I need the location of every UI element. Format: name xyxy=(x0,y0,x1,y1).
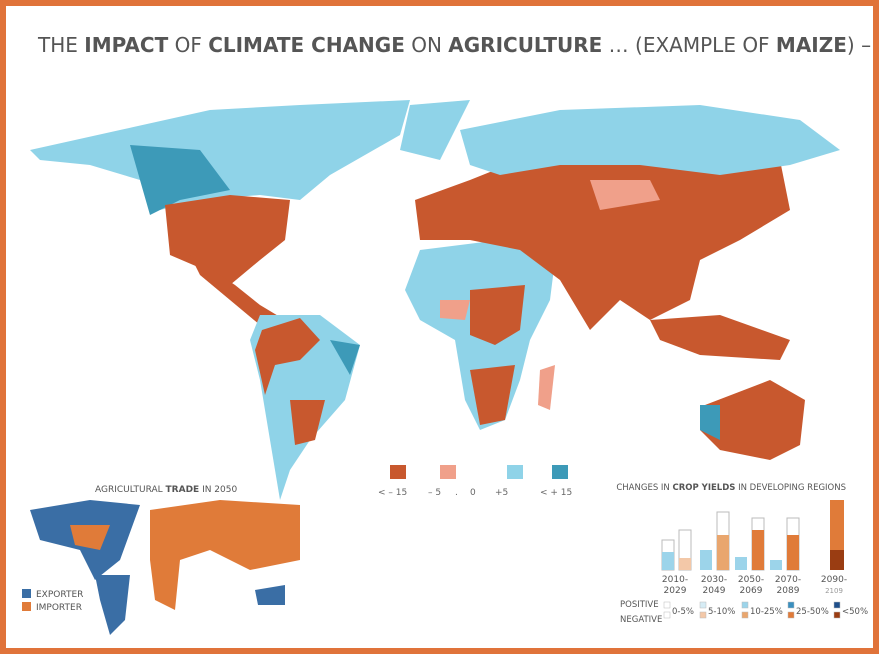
title-part: ) – 2050 xyxy=(847,33,879,57)
class-swatch xyxy=(833,601,841,609)
inset-south-america xyxy=(95,575,130,635)
africa-central xyxy=(470,285,525,345)
class-swatch xyxy=(741,601,749,609)
class-label: 10-25% xyxy=(750,607,783,617)
yield-bar xyxy=(770,560,782,570)
title-part: TRADE xyxy=(166,485,200,495)
legend-label: . xyxy=(455,488,458,498)
madagascar xyxy=(538,365,555,410)
africa-west xyxy=(440,300,470,320)
inset-usa xyxy=(70,525,110,550)
trade-inset: AGRICULTURAL TRADE IN 2050 EXPORTER IMPOR… xyxy=(22,485,300,635)
yield-bar xyxy=(717,535,729,570)
title-part: … (EXAMPLE OF xyxy=(602,33,776,57)
period-label: 2029 xyxy=(664,586,687,596)
title-part: ON xyxy=(405,33,448,57)
inset-australia xyxy=(255,585,285,605)
eurasia xyxy=(415,145,790,330)
class-label: 5-10% xyxy=(708,607,735,617)
class-swatch xyxy=(699,611,707,619)
class-swatch xyxy=(663,611,671,619)
title-part: CLIMATE CHANGE xyxy=(208,33,405,57)
greenland xyxy=(400,100,470,160)
africa-south xyxy=(470,365,515,425)
title-part: IMPACT xyxy=(84,33,168,57)
title-part: THE xyxy=(37,33,84,57)
title-part: AGRICULTURAL xyxy=(95,485,166,495)
crop-title: CHANGES IN CROP YIELDS IN DEVELOPING REG… xyxy=(616,483,846,493)
row-label: POSITIVE xyxy=(620,600,659,610)
class-label: 25-50% xyxy=(796,607,829,617)
title-part: CHANGES IN xyxy=(616,483,672,493)
title-part: IN 2050 xyxy=(199,485,237,495)
yield-bar xyxy=(700,550,712,570)
central-asia xyxy=(590,180,660,210)
legend-swatch xyxy=(440,465,456,479)
period-label: 2070- xyxy=(775,575,801,585)
legend-label: 0 xyxy=(470,488,476,498)
title: THE IMPACT OF CLIMATE CHANGE ON AGRICULT… xyxy=(37,33,879,57)
legend-label: – 5 xyxy=(428,488,441,498)
legend-label: < – 15 xyxy=(378,488,407,498)
period-label: 2049 xyxy=(703,586,726,596)
legend-swatch xyxy=(22,589,31,598)
map-legend: < – 15 – 5. 0 +5 < + 15 xyxy=(378,465,572,498)
title-part: MAIZE xyxy=(776,33,847,57)
class-label: 0-5% xyxy=(672,607,694,617)
class-swatch xyxy=(787,611,795,619)
crop-yields: CHANGES IN CROP YIELDS IN DEVELOPING REG… xyxy=(616,483,868,625)
yield-bar xyxy=(752,530,764,570)
inset-title: AGRICULTURAL TRADE IN 2050 xyxy=(95,485,237,495)
class-swatch xyxy=(741,611,749,619)
legend-swatch xyxy=(390,465,406,479)
yield-bar xyxy=(787,535,799,570)
australia-west xyxy=(700,405,720,440)
period-label: 2109 xyxy=(825,587,843,595)
canada-west xyxy=(130,145,230,215)
class-swatch xyxy=(787,601,795,609)
inset-legend: EXPORTER IMPORTER xyxy=(22,589,83,613)
mexico xyxy=(190,255,285,325)
row-label: NEGATIVE xyxy=(620,615,662,625)
legend-label: < + 15 xyxy=(540,488,572,498)
title-part: AGRICULTURE xyxy=(448,33,602,57)
australia xyxy=(700,380,805,460)
yield-bar xyxy=(662,552,674,570)
class-legend: 0-5% 5-10% 10-25% 25-50% <50% xyxy=(663,601,868,619)
period-label: 2069 xyxy=(740,586,763,596)
period-label: 2030- xyxy=(701,575,727,585)
brazil-east xyxy=(330,340,360,375)
period-label: 2050- xyxy=(738,575,764,585)
legend-label: EXPORTER xyxy=(36,590,83,600)
argentina xyxy=(290,400,325,445)
period-labels: 2010-2029 2030-2049 2050-2069 2070-2089 2090… xyxy=(662,575,847,596)
world-map xyxy=(30,100,840,500)
legend-swatch xyxy=(552,465,568,479)
yield-bar xyxy=(830,550,844,570)
south-america-north xyxy=(255,318,320,395)
class-label: <50% xyxy=(842,607,868,617)
period-label: 2089 xyxy=(777,586,800,596)
legend-swatch xyxy=(22,602,31,611)
southeast-asia xyxy=(650,315,790,360)
class-swatch xyxy=(663,601,671,609)
russia-north xyxy=(460,105,840,175)
title-part: CROP YIELDS xyxy=(672,483,735,493)
period-label: 2010- xyxy=(662,575,688,585)
yield-bar xyxy=(679,558,691,570)
legend-label: +5 xyxy=(495,488,508,498)
title-part: IN DEVELOPING REGIONS xyxy=(735,483,846,493)
yield-bar xyxy=(735,557,747,570)
legend-swatch xyxy=(507,465,523,479)
class-swatch xyxy=(833,611,841,619)
north-america-north xyxy=(30,100,410,210)
title-part: OF xyxy=(168,33,208,57)
period-label: 2090- xyxy=(821,575,847,585)
inset-eurasia-africa xyxy=(150,500,300,610)
legend-label: IMPORTER xyxy=(36,603,82,613)
class-swatch xyxy=(699,601,707,609)
